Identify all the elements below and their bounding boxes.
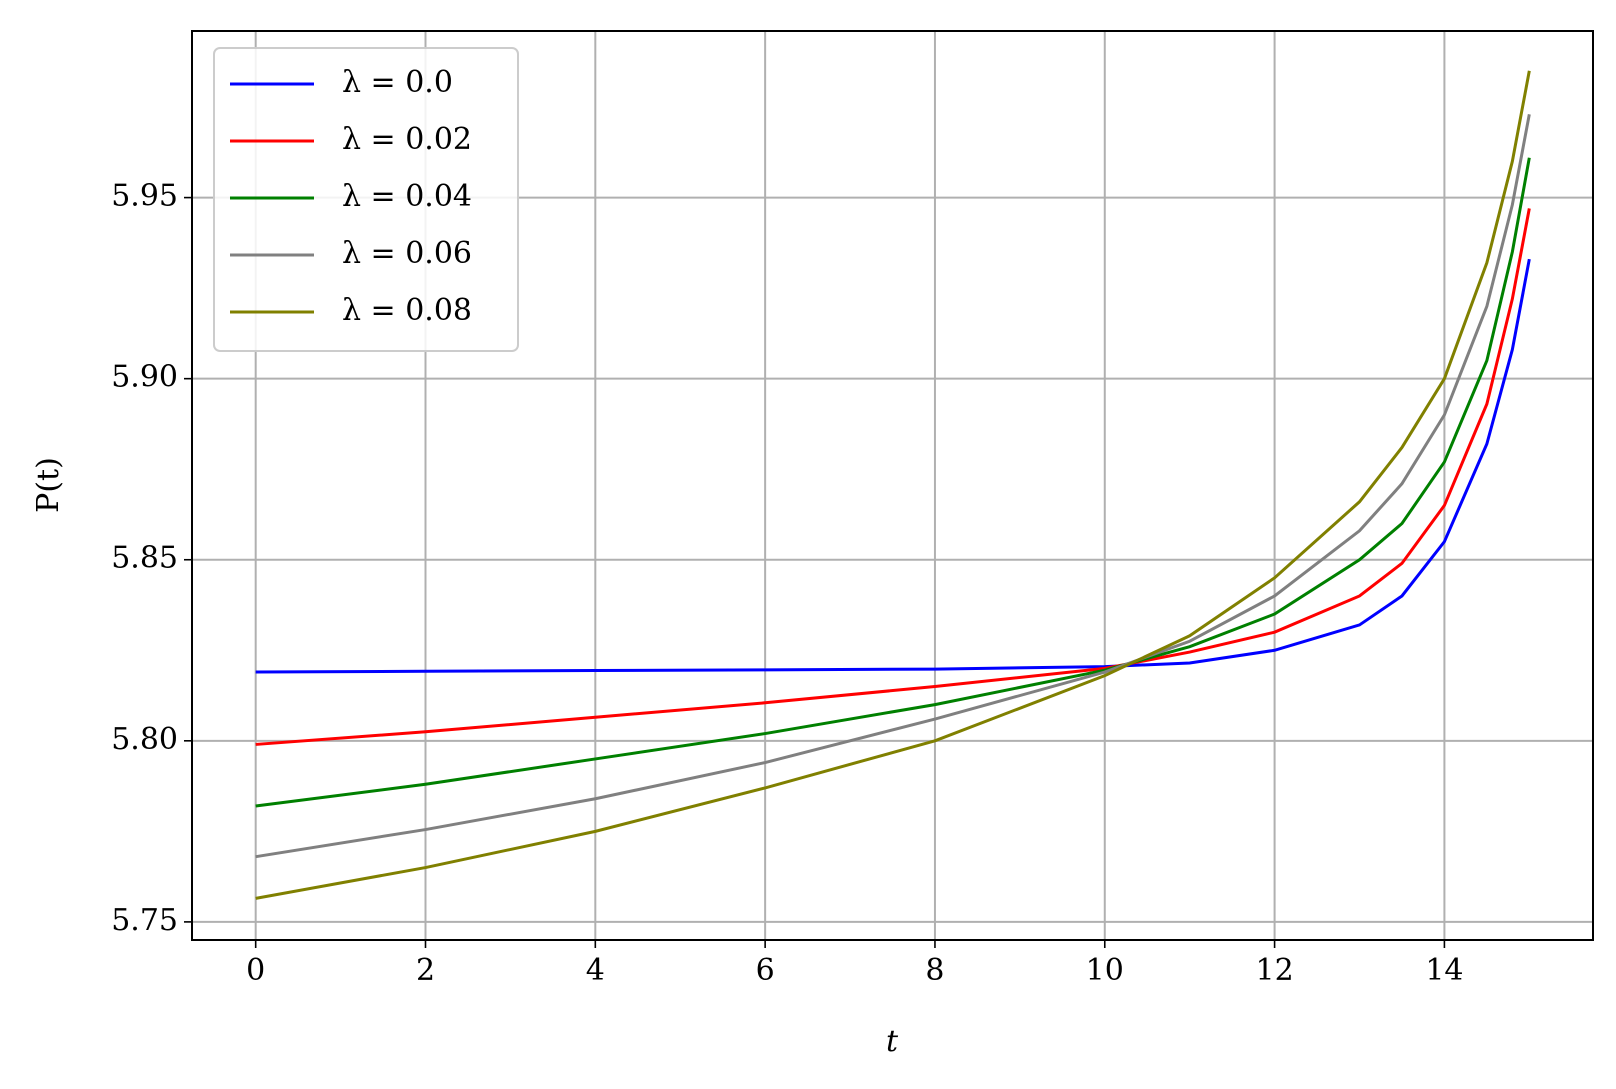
- y-tick-label: 5.85: [111, 541, 178, 576]
- x-tick-label: 4: [586, 953, 605, 988]
- legend-label: λ = 0.02: [342, 122, 472, 157]
- x-tick-label: 14: [1425, 953, 1463, 988]
- y-tick-label: 5.95: [111, 179, 178, 214]
- x-tick-label: 12: [1255, 953, 1293, 988]
- line-series: [255, 114, 1531, 859]
- legend: λ = 0.0 λ = 0.02 λ = 0.04 λ = 0.06 λ = 0.08: [213, 47, 519, 352]
- x-tick-label: 8: [925, 953, 944, 988]
- legend-label: λ = 0.0: [342, 65, 453, 100]
- line-series: [255, 258, 1531, 674]
- x-tick-label: 10: [1086, 953, 1124, 988]
- line-series: [255, 157, 1531, 808]
- y-tick-label: 5.80: [111, 722, 178, 757]
- y-tick-label: 5.90: [111, 360, 178, 395]
- x-tick-label: 0: [246, 953, 265, 988]
- legend-label: λ = 0.06: [342, 236, 472, 271]
- legend-label: λ = 0.04: [342, 179, 472, 214]
- x-axis-label: t: [886, 1024, 899, 1059]
- y-tick-label: 5.75: [111, 903, 178, 938]
- x-tick-label: 6: [756, 953, 775, 988]
- y-axis-label: P(t): [31, 457, 66, 513]
- line-series: [255, 208, 1531, 746]
- legend-label: λ = 0.08: [342, 293, 472, 328]
- x-tick-label: 2: [416, 953, 435, 988]
- plot-frame: [191, 30, 1594, 941]
- line-series: [255, 70, 1531, 900]
- legend-box: [213, 47, 519, 352]
